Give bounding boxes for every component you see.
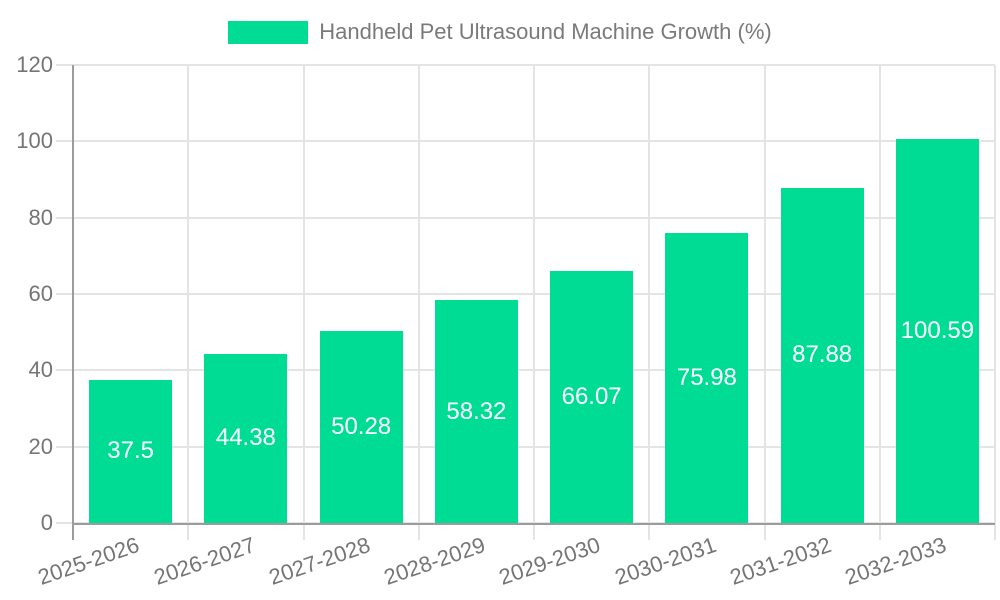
y-axis-line: [72, 65, 74, 540]
y-gridline: [56, 369, 995, 372]
x-axis-tick-label: 2028-2029: [380, 532, 489, 590]
y-gridline: [56, 293, 995, 295]
x-axis-tick-label: 2030-2031: [611, 532, 720, 590]
x-axis-line: [73, 523, 995, 525]
x-axis-tick-label: 2029-2030: [496, 532, 604, 590]
x-axis-tick-label: 2032-2033: [841, 532, 950, 590]
y-axis-tick-label: 120: [16, 52, 53, 77]
chart-legend: Handheld Pet Ultrasound Machine Growth (…: [0, 14, 1000, 50]
bar[interactable]: 50.28: [319, 331, 403, 523]
bar-value-label: 66.07: [561, 382, 622, 410]
bar[interactable]: 75.98: [665, 233, 749, 523]
x-gridline: [187, 65, 190, 540]
y-axis-tick-label: 60: [28, 281, 53, 306]
bar[interactable]: 58.32: [434, 300, 518, 523]
bar[interactable]: 37.5: [89, 379, 173, 523]
y-axis-tick-label: 80: [28, 204, 53, 230]
bar-value-label: 100.59: [900, 317, 975, 345]
y-axis-tick-label: 100: [16, 128, 53, 154]
x-gridline: [533, 65, 535, 540]
bar[interactable]: 87.88: [780, 187, 864, 523]
y-axis-tick-label: 0: [40, 510, 53, 535]
y-axis-tick-label: 20: [28, 433, 53, 459]
bar[interactable]: 66.07: [550, 270, 634, 523]
x-gridline: [763, 65, 766, 540]
bar-value-label: 50.28: [331, 413, 392, 441]
bar[interactable]: 100.59: [895, 139, 979, 523]
legend-swatch-icon: [228, 20, 309, 44]
legend-label: Handheld Pet Ultrasound Machine Growth (…: [319, 19, 772, 44]
x-gridline: [994, 65, 996, 540]
y-gridline: [56, 445, 995, 448]
bar-value-label: 75.98: [676, 363, 737, 391]
x-gridline: [417, 65, 420, 540]
bar-value-label: 58.32: [446, 397, 507, 425]
y-gridline: [56, 64, 995, 66]
legend-item[interactable]: Handheld Pet Ultrasound Machine Growth (…: [228, 19, 772, 45]
x-axis-tick-label: 2027-2028: [265, 532, 374, 590]
y-gridline: [56, 216, 995, 219]
y-axis-tick-label: 40: [28, 357, 53, 383]
y-gridline: [56, 140, 995, 143]
bar-value-label: 37.5: [107, 437, 154, 465]
x-gridline: [878, 65, 881, 540]
x-axis-tick-label: 2031-2032: [726, 532, 835, 590]
x-gridline: [302, 65, 305, 540]
bar-value-label: 87.88: [792, 341, 853, 369]
x-gridline: [648, 65, 651, 540]
bar-value-label: 44.38: [215, 424, 276, 452]
x-axis-tick-label: 2025-2026: [35, 532, 143, 590]
bar[interactable]: 44.38: [204, 353, 288, 523]
x-axis-tick-label: 2026-2027: [150, 532, 259, 590]
